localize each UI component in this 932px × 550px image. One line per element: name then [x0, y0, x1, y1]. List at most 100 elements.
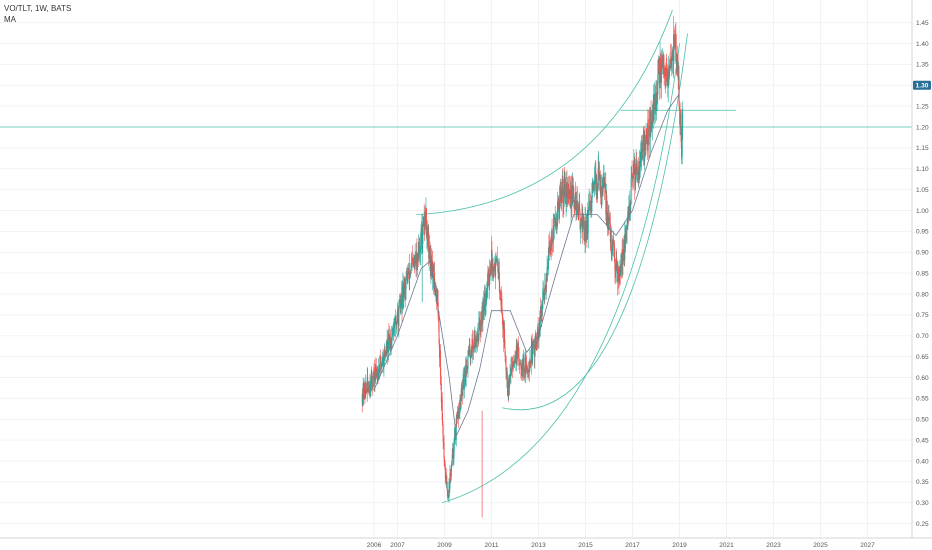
candle-body — [371, 382, 373, 387]
candle-body — [444, 458, 445, 462]
candle-body — [670, 58, 672, 65]
candle-body — [418, 244, 420, 257]
candle-body — [627, 218, 629, 223]
candle-body — [523, 370, 525, 372]
candle-body — [679, 106, 680, 110]
symbol-title[interactable]: VO/TLT, 1W, BATS — [4, 4, 72, 13]
candle-body — [418, 244, 420, 249]
price-axis[interactable]: 1.45 1.40 1.35 1.30 1.25 1.20 1.15 1.10 1.05 1.00… — [916, 20, 929, 528]
candle-body — [550, 243, 552, 249]
candle-body — [678, 76, 680, 107]
candle-body — [428, 251, 430, 259]
candle-body — [394, 323, 396, 325]
candle-body — [676, 54, 678, 62]
candle-body — [665, 67, 667, 73]
candle-body — [666, 72, 668, 83]
candle-body — [461, 388, 463, 391]
candle-body — [622, 254, 624, 265]
candle-body — [664, 69, 666, 74]
candle-body — [673, 34, 675, 61]
candle-body — [419, 251, 421, 254]
candle-body — [630, 204, 632, 211]
candle-body — [452, 449, 454, 459]
candle-body — [526, 366, 528, 372]
price-tick-label: 0.70 — [916, 333, 929, 340]
candle-body — [409, 271, 411, 275]
candle-body — [416, 251, 418, 271]
drawing-tools-layer[interactable] — [0, 9, 912, 504]
candle-body — [417, 255, 419, 264]
candles-layer — [361, 15, 684, 518]
candle-body — [378, 368, 380, 380]
candle-body — [463, 368, 465, 390]
candle-body — [453, 458, 455, 459]
candle-body — [369, 391, 371, 393]
candle-body — [442, 420, 444, 425]
candle-body — [434, 273, 436, 293]
candle-body — [650, 111, 652, 131]
candle-body — [636, 172, 638, 174]
time-axis[interactable]: 2006 2007 2009 2011 2013 2015 2017 2019 2021 2023… — [367, 542, 875, 549]
candle-body — [609, 218, 611, 223]
candle-body — [591, 197, 593, 212]
candle-body — [638, 170, 640, 175]
time-tick-label: 2007 — [390, 542, 405, 549]
candle-body — [444, 461, 446, 467]
lower-arc-parallel-drawing[interactable] — [502, 33, 688, 411]
candle-body — [410, 265, 412, 274]
candle-body — [504, 329, 506, 349]
candle-body — [519, 363, 521, 365]
candle-body — [563, 179, 565, 203]
candle-body — [588, 206, 590, 209]
ma-indicator-label[interactable]: MA — [4, 15, 16, 24]
candle-body — [420, 245, 422, 252]
candle-body — [646, 128, 648, 140]
candle-body — [493, 269, 495, 276]
candle-body — [549, 239, 551, 249]
candle-body — [535, 335, 537, 341]
candle-body — [550, 248, 552, 250]
candle-body — [391, 335, 393, 338]
candle-body — [620, 265, 622, 276]
price-tick-label: 1.00 — [916, 208, 929, 215]
candle-body — [486, 288, 488, 302]
candle-body — [392, 326, 394, 329]
candle-body — [626, 222, 628, 230]
candle-body — [397, 309, 399, 312]
candle-body — [469, 343, 471, 357]
candle-body — [547, 248, 549, 269]
candle-body — [426, 233, 428, 236]
candle-body — [459, 402, 461, 414]
candle-body — [613, 243, 615, 260]
candle-body — [680, 116, 682, 126]
candle-body — [558, 208, 560, 209]
candle-body — [547, 268, 549, 270]
candle-body — [642, 137, 644, 152]
candle-body — [575, 210, 577, 214]
candle-body — [529, 360, 531, 370]
candle-body — [410, 273, 412, 275]
lower-arc-drawing[interactable] — [442, 43, 680, 504]
price-tick-label: 0.35 — [916, 479, 929, 486]
candle-body — [371, 371, 373, 383]
candle-body — [483, 298, 485, 314]
candle-body — [362, 398, 364, 405]
candle-body — [501, 313, 503, 318]
upper-arc-drawing[interactable] — [416, 9, 673, 216]
candle-body — [577, 204, 579, 210]
candle-body — [675, 34, 677, 53]
candle-body — [510, 369, 512, 374]
candle-body — [541, 305, 543, 316]
candle-body — [673, 34, 675, 39]
candle-body — [622, 249, 624, 255]
candle-body — [460, 388, 462, 398]
candle-body — [658, 67, 660, 70]
time-tick-label: 2009 — [437, 542, 452, 549]
price-tick-label: 1.35 — [916, 62, 929, 69]
candle-body — [517, 348, 519, 351]
candle-body — [617, 267, 619, 279]
candle-body — [677, 61, 679, 65]
candle-body — [453, 441, 455, 459]
